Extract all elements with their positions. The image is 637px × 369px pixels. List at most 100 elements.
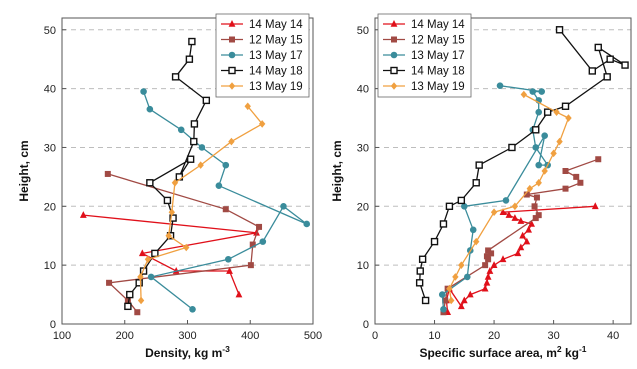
data-point [553,108,560,116]
data-point [531,203,538,210]
data-point [198,144,206,151]
data-point [442,297,449,304]
legend: 14 May 14 12 May 15 13 May 17 14 May 18 13 M… [377,13,472,98]
data-point [482,262,489,269]
data-point [528,219,535,227]
data-point [190,120,199,128]
legend-item: 13 May 17 [383,50,465,62]
data-point [588,67,597,75]
data-point [186,155,195,163]
data-point [168,208,176,216]
legend-item: 14 May 18 [383,66,465,78]
data-point [591,202,599,210]
data-point [463,273,471,281]
data-point [490,208,498,216]
data-point [499,255,507,263]
x-tick-label: 0 [372,330,378,342]
x-tick-label: 500 [304,330,322,342]
data-point [445,202,454,211]
data-point [430,237,439,246]
data-point [538,88,545,95]
data-point [189,305,196,313]
series-14-may-14 [443,202,599,316]
data-point [438,291,446,298]
data-point [280,203,287,210]
data-point [484,272,492,280]
series-13-may-19 [137,102,266,305]
legend-marker [228,82,236,90]
data-point [215,182,223,190]
data-point [448,296,455,305]
data-point [124,297,131,304]
legend-marker [390,66,398,75]
data-point [169,214,177,222]
x-tick-label: 20 [488,330,500,342]
data-point [466,290,474,298]
data-point [421,296,430,305]
y-tick-label: 30 [357,142,369,154]
legend-marker [390,82,398,90]
data-point [222,206,229,213]
data-point [104,170,111,177]
y-tick-label: 20 [44,201,56,213]
plot-frame [374,17,632,325]
data-point [135,279,143,287]
legend-label: 14 May 18 [411,66,465,78]
data-point [439,220,448,228]
series-line [142,91,308,310]
data-point [224,255,232,263]
data-point [532,126,540,134]
legend-item: 13 May 19 [383,81,465,93]
y-axis-title: Height, cm [17,140,31,201]
data-point [496,82,504,89]
y-tick-label: 30 [44,142,56,154]
data-point [259,238,267,245]
data-point [535,108,543,116]
data-point [151,249,159,258]
x-tick-label: 40 [607,330,619,342]
legend-label: 14 May 18 [249,66,303,78]
legend-label: 13 May 19 [411,81,465,93]
data-point [460,296,468,304]
data-point [529,88,537,95]
data-point [490,261,498,268]
x-tick-label: 400 [241,330,259,342]
data-point [535,161,543,169]
y-tick-label: 10 [357,260,369,272]
data-point [137,273,144,281]
data-point [138,249,146,257]
data-point [140,88,147,95]
legend-marker [390,51,398,59]
data-point [621,61,629,69]
series-14-may-18 [124,37,211,311]
data-point [511,214,519,221]
legend-item: 14 May 18 [221,66,303,78]
data-point [165,231,172,240]
data-point [171,73,180,81]
data-point [525,225,532,233]
data-point [561,102,570,110]
data-point [517,217,525,224]
legend-item: 12 May 15 [221,35,303,47]
legend-item: 13 May 19 [221,81,303,93]
series-13-may-19 [446,90,572,305]
legend-item: 14 May 14 [383,19,465,31]
legend-marker [228,20,236,27]
data-point [532,144,540,151]
data-point [452,273,459,281]
data-point [555,26,564,34]
data-point [458,261,465,269]
data-point [190,137,198,146]
data-point [483,278,491,286]
data-point [535,212,542,219]
data-point [418,255,427,263]
data-point [106,279,113,286]
y-tick-label: 40 [357,84,369,96]
series-12-may-15 [104,170,263,316]
y-tick-label: 50 [44,25,56,37]
y-tick-label: 0 [363,319,369,331]
data-point [416,267,424,275]
data-point [523,237,531,245]
